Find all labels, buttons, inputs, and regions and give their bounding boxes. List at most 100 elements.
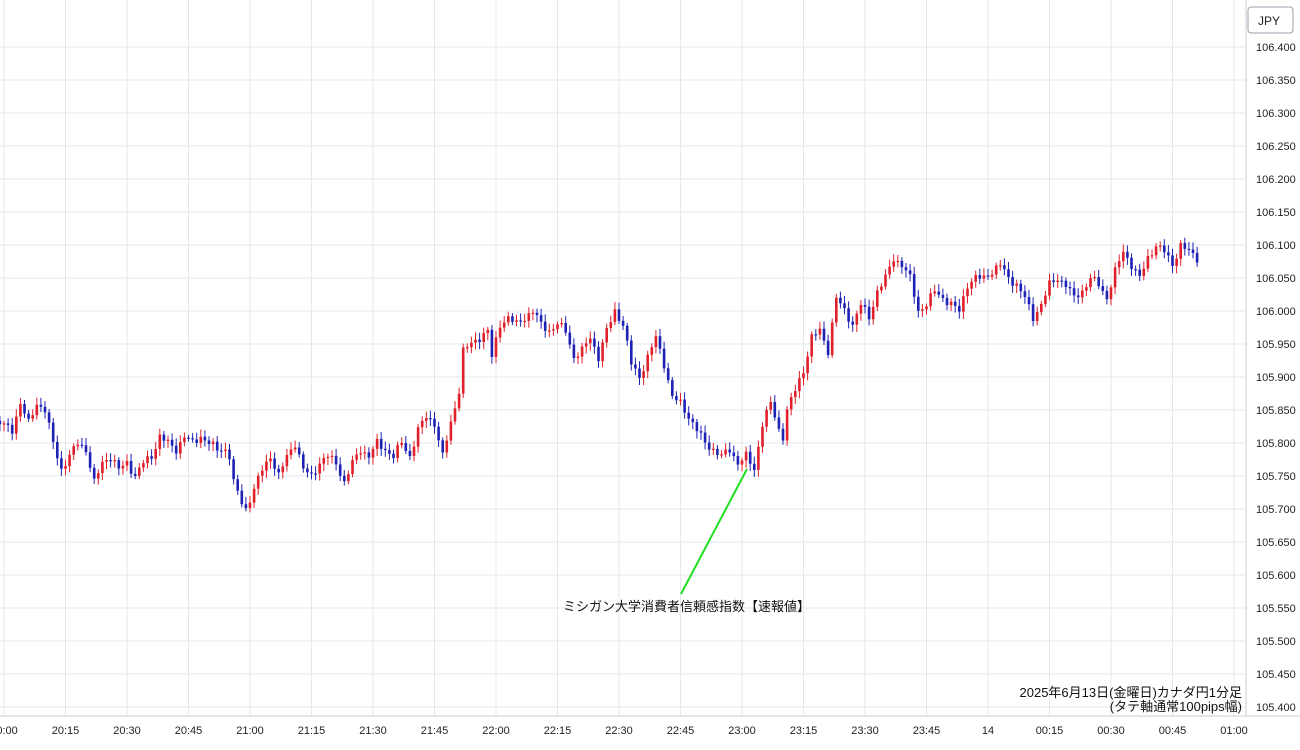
x-tick-label: 20:00 bbox=[0, 725, 18, 737]
candle-body-up bbox=[609, 322, 613, 329]
candle-body-up bbox=[1089, 277, 1092, 288]
candle-body-down bbox=[978, 275, 982, 279]
candle-body-up bbox=[1175, 258, 1178, 266]
candle-body-down bbox=[777, 417, 781, 429]
candle-body-down bbox=[1052, 280, 1055, 283]
candle-body-up bbox=[425, 418, 428, 421]
candle-body-up bbox=[138, 467, 141, 477]
candle-body-up bbox=[330, 455, 334, 458]
candle-body-down bbox=[671, 380, 674, 396]
candle-body-down bbox=[1138, 269, 1141, 276]
x-tick-label: 00:30 bbox=[1097, 725, 1125, 737]
candle-body-down bbox=[773, 402, 777, 418]
candle-body-down bbox=[490, 329, 494, 357]
candle-body-down bbox=[170, 439, 174, 446]
currency-badge[interactable] bbox=[1247, 6, 1294, 34]
candle-body-up bbox=[248, 502, 252, 509]
candle-body-down bbox=[1163, 245, 1166, 253]
candle-body-down bbox=[433, 418, 436, 427]
candle-body-down bbox=[822, 328, 826, 341]
candle-body-down bbox=[207, 440, 211, 445]
y-tick-label: 106.250 bbox=[1256, 141, 1296, 153]
candle-body-up bbox=[502, 322, 506, 328]
candle-body-down bbox=[92, 467, 96, 479]
candle-body-up bbox=[576, 356, 580, 358]
candle-body-up bbox=[1150, 255, 1154, 257]
candle-body-up bbox=[2, 423, 6, 425]
candle-body-down bbox=[1064, 280, 1068, 288]
y-tick-label: 105.950 bbox=[1256, 339, 1296, 351]
y-tick-label: 106.300 bbox=[1256, 108, 1296, 120]
candle-body-down bbox=[699, 431, 703, 433]
candle-body-down bbox=[195, 439, 198, 443]
candle-body-up bbox=[744, 451, 748, 461]
candle-body-up bbox=[531, 312, 535, 314]
candle-body-up bbox=[949, 301, 953, 306]
candle-body-up bbox=[420, 420, 424, 428]
candle-body-up bbox=[293, 447, 297, 450]
candle-body-up bbox=[896, 260, 900, 263]
candle-body-up bbox=[515, 320, 518, 322]
candle-body-up bbox=[871, 306, 875, 320]
y-tick-label: 105.450 bbox=[1256, 669, 1296, 681]
candle-body-down bbox=[1126, 251, 1129, 258]
candle-body-down bbox=[1187, 248, 1191, 251]
candle-body-down bbox=[1019, 283, 1023, 292]
candle-body-up bbox=[925, 306, 928, 310]
candle-body-up bbox=[285, 455, 289, 467]
candle-body-down bbox=[408, 450, 412, 456]
candle-body-down bbox=[80, 444, 84, 446]
candle-body-down bbox=[129, 460, 133, 474]
candle-body-up bbox=[494, 337, 498, 357]
candle-body-up bbox=[400, 443, 403, 446]
candle-body-up bbox=[355, 454, 358, 460]
candle-body-down bbox=[43, 406, 47, 413]
candle-body-up bbox=[859, 304, 863, 314]
candle-body-down bbox=[621, 320, 625, 326]
candle-body-up bbox=[990, 274, 994, 277]
x-tick-label: 21:30 bbox=[359, 725, 387, 737]
candle-body-up bbox=[921, 309, 924, 311]
x-tick-label: 22:30 bbox=[605, 725, 633, 737]
candle-body-down bbox=[220, 450, 223, 452]
candle-body-up bbox=[507, 316, 510, 323]
candle-body-up bbox=[642, 371, 645, 378]
candle-body-up bbox=[798, 378, 801, 392]
candle-body-down bbox=[945, 297, 949, 306]
candle-body-up bbox=[1035, 312, 1039, 322]
candle-body-up bbox=[962, 296, 965, 312]
candle-body-up bbox=[892, 261, 895, 267]
candle-body-down bbox=[630, 340, 633, 365]
candle-body-up bbox=[322, 457, 326, 464]
candle-body-up bbox=[1015, 283, 1018, 286]
candle-body-up bbox=[785, 409, 789, 441]
candle-body-down bbox=[1101, 286, 1105, 291]
candle-body-up bbox=[605, 328, 608, 343]
candle-body-up bbox=[142, 463, 145, 468]
candle-body-down bbox=[228, 449, 231, 460]
candle-body-down bbox=[0, 420, 2, 425]
candle-body-up bbox=[457, 393, 461, 409]
x-tick-label: 20:15 bbox=[52, 725, 80, 737]
candle-body-down bbox=[388, 450, 391, 454]
candle-body-up bbox=[613, 309, 617, 323]
candle-body-up bbox=[1081, 290, 1084, 298]
y-tick-label: 106.200 bbox=[1256, 174, 1296, 186]
candle-body-up bbox=[101, 461, 104, 474]
candle-body-down bbox=[392, 453, 395, 459]
candle-body-down bbox=[867, 306, 871, 320]
candle-body-up bbox=[31, 415, 34, 419]
candle-body-down bbox=[1191, 249, 1195, 253]
candle-body-up bbox=[326, 456, 330, 459]
x-tick-label: 14 bbox=[982, 725, 994, 737]
chart-caption: 2025年6月13日(金曜日)カナダ円1分足 (タテ軸通常100pips幅) bbox=[1020, 685, 1243, 714]
candle-body-up bbox=[835, 297, 838, 323]
candle-body-up bbox=[1158, 245, 1162, 247]
y-tick-label: 105.800 bbox=[1256, 438, 1296, 450]
candle-body-down bbox=[917, 296, 920, 311]
candle-body-up bbox=[876, 290, 879, 307]
candle-body-down bbox=[716, 448, 719, 455]
